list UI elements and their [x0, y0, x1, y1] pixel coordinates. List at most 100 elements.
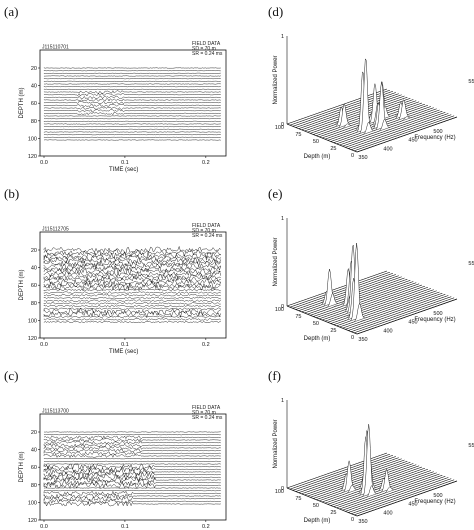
seismic-trace — [43, 86, 221, 88]
seismic-trace — [43, 272, 221, 282]
spectrum-mesh-line — [339, 291, 440, 328]
y-tick-label: 80 — [31, 483, 37, 489]
seismic-trace — [43, 318, 221, 321]
seismic-trace — [43, 435, 221, 440]
x-axis-label: TIME (sec) — [109, 167, 138, 173]
seismic-trace — [43, 493, 221, 499]
depth-tick-label: 0 — [351, 153, 354, 159]
x-tick-label: 0.1 — [121, 342, 129, 348]
seismic-trace — [43, 126, 221, 128]
z-tick-label: 0 — [281, 486, 284, 492]
seismic-trace — [43, 256, 222, 265]
seismic-trace — [43, 291, 221, 294]
y-tick-label: 80 — [31, 119, 37, 125]
depth-tick-label: 100 — [275, 125, 284, 131]
depth-tick-label: 50 — [313, 139, 319, 145]
depth-tick-label: 25 — [330, 146, 336, 152]
seismic-trace — [43, 254, 221, 263]
panel-label-e: (e) — [268, 186, 283, 201]
seismic-trace — [43, 458, 221, 460]
z-axis-label: Normalized Power — [273, 55, 279, 104]
spectrum-mesh-line — [307, 460, 408, 497]
z-tick-label: 1 — [281, 34, 284, 40]
y-tick-label: 60 — [31, 465, 37, 471]
z-tick-label: 0 — [281, 122, 284, 128]
seismic-trace — [43, 448, 221, 453]
seismic-trace — [43, 280, 222, 289]
seismic-trace — [43, 120, 221, 122]
frequency-tick-label: 550 — [468, 443, 474, 449]
spectrum-mesh-line — [286, 270, 388, 307]
spectrum-mesh-line — [342, 474, 443, 511]
y-tick-label: 80 — [31, 301, 37, 307]
frequency-axis-label: Frequency (Hz) — [414, 317, 455, 323]
seismic-trace — [44, 128, 221, 130]
frequency-axis-line — [356, 116, 458, 153]
spectrum-mesh-line — [348, 295, 449, 331]
seismic-trace — [43, 496, 221, 502]
y-tick-label: 40 — [31, 84, 37, 90]
depth-tick-label: 75 — [295, 496, 301, 502]
spectrum-mesh-line — [324, 83, 425, 140]
record-info-line: SD = 70 m — [192, 228, 216, 234]
seismic-trace — [43, 481, 221, 489]
spectrum-mesh-line — [348, 477, 449, 513]
depth-tick-label: 100 — [275, 489, 284, 495]
seismic-trace — [43, 134, 221, 136]
spectrum-mesh-line — [336, 242, 437, 327]
record-info-line: SR = 0.24 ms — [192, 51, 223, 57]
seismic-trace — [43, 490, 221, 492]
depth-tick-label: 75 — [295, 314, 301, 320]
depth-tick-label: 50 — [313, 503, 319, 509]
y-tick-label: 40 — [31, 448, 37, 454]
seismic-trace — [43, 283, 221, 291]
frequency-tick-label: 500 — [433, 493, 442, 499]
seismic-trace — [43, 101, 221, 105]
frequency-tick-label: 350 — [358, 519, 367, 525]
y-tick-label: 20 — [31, 430, 37, 436]
panel-label-b: (b) — [4, 186, 20, 201]
x-tick-label: 0.2 — [202, 160, 210, 166]
spectrum-mesh-line — [351, 296, 452, 332]
y-axis-label: DEPTH (m) — [19, 452, 25, 483]
seismic-trace — [43, 453, 221, 459]
depth-axis-line — [286, 305, 358, 335]
depth-tick-label: 0 — [351, 517, 354, 523]
y-tick-label: 60 — [31, 101, 37, 107]
seismic-trace — [43, 451, 221, 456]
depth-axis-line — [286, 123, 358, 153]
seismic-frame — [39, 413, 227, 521]
seismic-trace — [43, 440, 221, 445]
panel-label-a: (a) — [4, 4, 19, 19]
seismic-trace — [43, 460, 221, 462]
seismic-trace — [43, 98, 221, 102]
spectrum-mesh-line — [339, 473, 440, 510]
spectrum-mesh-line — [339, 109, 440, 146]
spectrum-mesh-line — [310, 280, 411, 316]
record-id: J115112705 — [42, 227, 69, 233]
frequency-tick-label: 500 — [433, 129, 442, 135]
frequency-axis-line — [356, 298, 458, 335]
seismic-trace — [43, 471, 221, 478]
frequency-tick-label: 400 — [383, 328, 392, 334]
seismic-trace — [43, 275, 221, 283]
seismic-trace — [43, 111, 221, 116]
seismic-trace — [43, 118, 221, 120]
spectrum-mesh-line — [304, 459, 405, 496]
y-tick-label: 120 — [28, 154, 37, 160]
depth-tick-label: 75 — [295, 132, 301, 138]
y-tick-label: 40 — [31, 266, 37, 272]
seismic-trace — [43, 304, 221, 308]
seismic-trace — [43, 90, 221, 94]
spectrum-mesh-line — [333, 424, 434, 507]
record-info-line: SD = 70 m — [192, 46, 216, 52]
y-tick-label: 20 — [31, 248, 37, 254]
seismic-trace — [43, 109, 221, 113]
x-tick-label: 0.2 — [202, 342, 210, 348]
panel-label-f: (f) — [268, 368, 281, 383]
seismic-trace — [43, 72, 221, 74]
seismic-trace — [43, 501, 221, 507]
